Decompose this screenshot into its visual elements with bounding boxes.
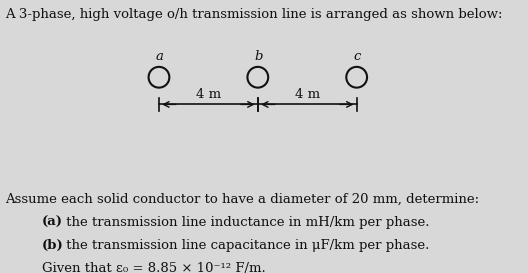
Text: b: b: [254, 50, 262, 63]
Text: a: a: [155, 50, 163, 63]
Text: (b): (b): [42, 239, 64, 252]
Text: the transmission line capacitance in μF/km per phase.: the transmission line capacitance in μF/…: [62, 239, 430, 252]
Text: 4 m: 4 m: [196, 88, 221, 101]
Text: the transmission line inductance in mH/km per phase.: the transmission line inductance in mH/k…: [62, 216, 430, 229]
Text: Given that ε₀ = 8.85 × 10⁻¹² F/m.: Given that ε₀ = 8.85 × 10⁻¹² F/m.: [42, 262, 266, 273]
Text: (a): (a): [42, 216, 63, 229]
Text: Assume each solid conductor to have a diameter of 20 mm, determine:: Assume each solid conductor to have a di…: [5, 192, 479, 206]
Text: 4 m: 4 m: [295, 88, 320, 101]
Text: A 3-phase, high voltage o/h transmission line is arranged as shown below:: A 3-phase, high voltage o/h transmission…: [5, 8, 503, 21]
Text: c: c: [353, 50, 360, 63]
